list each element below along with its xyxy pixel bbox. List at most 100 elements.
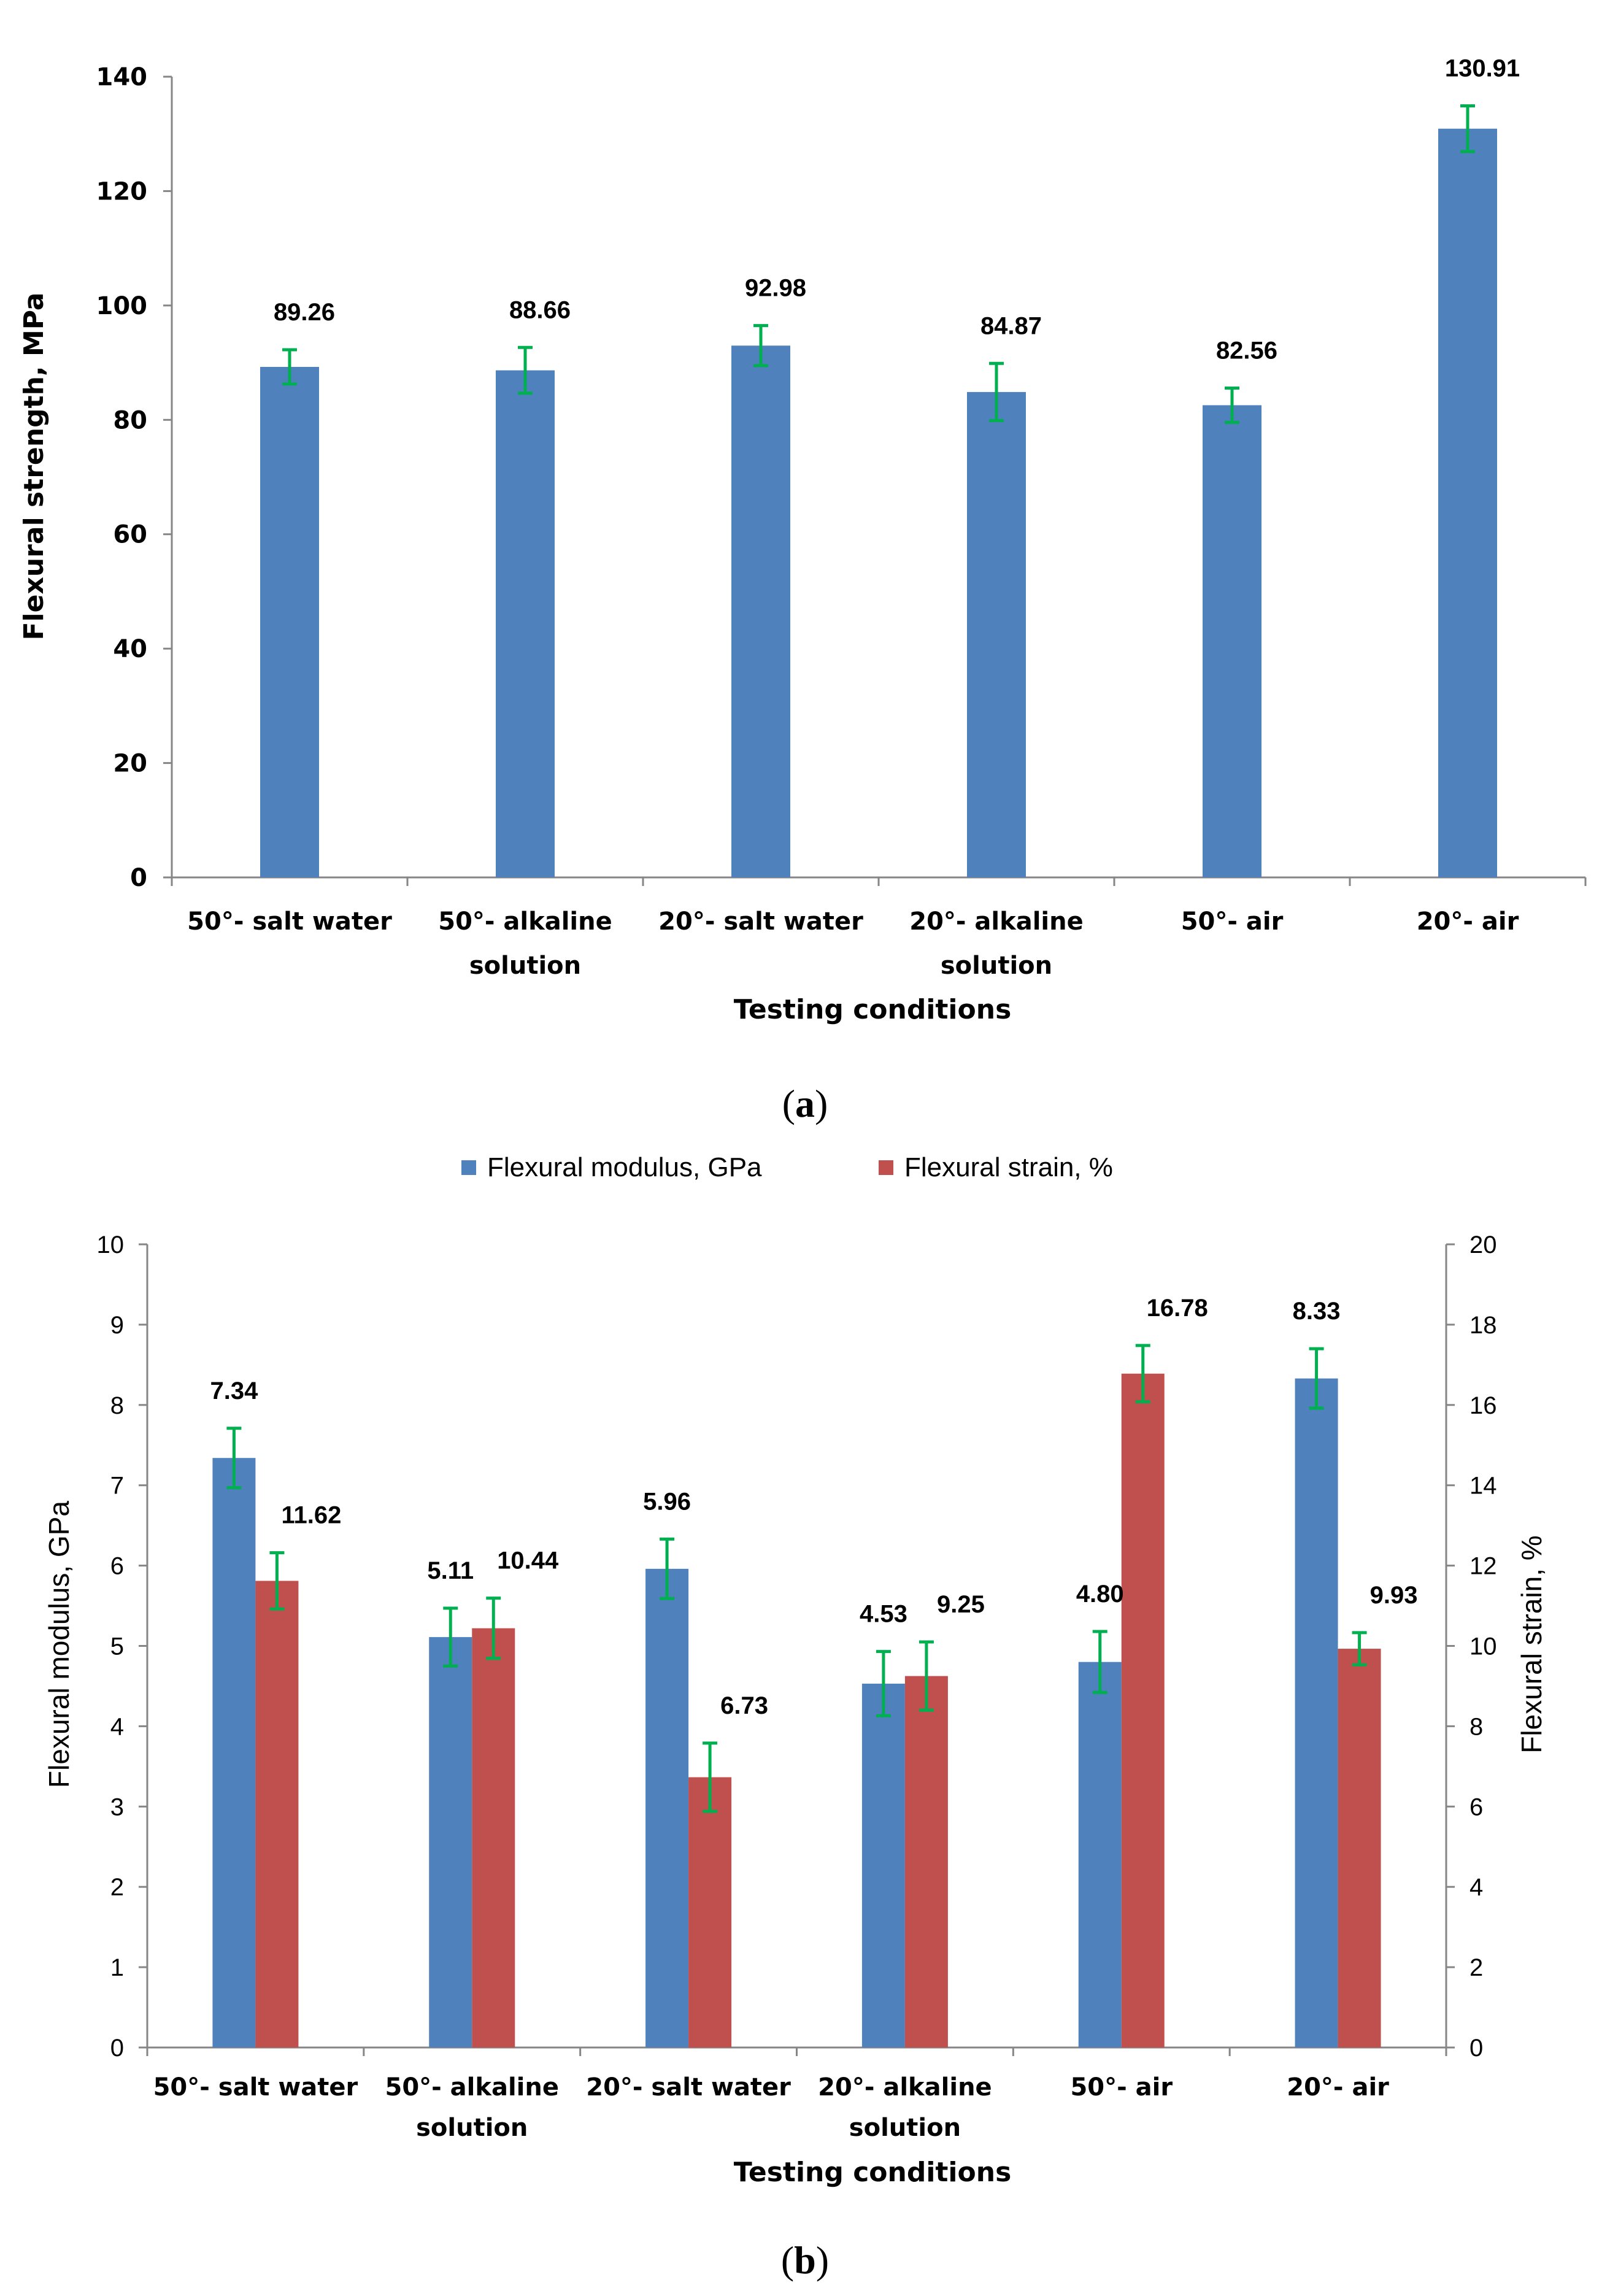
caption-a: (a) bbox=[782, 1082, 828, 1125]
chart-b-bars: 7.34 11.62 5.11 10.44 5.96 6.73 4.53 9.25 4.80 16… bbox=[210, 1295, 1418, 2048]
x-tick-label: solution bbox=[941, 952, 1052, 980]
right-y-tick-label: 8 bbox=[1469, 1713, 1483, 1740]
bar bbox=[1438, 128, 1497, 877]
y-tick-label: 0 bbox=[130, 864, 147, 892]
y-tick-label: 80 bbox=[113, 406, 147, 434]
data-label: 92.98 bbox=[745, 275, 806, 302]
data-label-modulus: 7.34 bbox=[210, 1377, 258, 1404]
y-tick-label: 60 bbox=[113, 521, 147, 549]
right-y-tick-label: 12 bbox=[1469, 1553, 1497, 1580]
left-y-tick-label: 6 bbox=[110, 1553, 124, 1580]
x-tick-label: 50°- salt water bbox=[153, 2073, 358, 2101]
chart-a-axes: 0 20 40 60 80 100 120 140 50°- salt water 50°- al… bbox=[96, 63, 1587, 980]
right-y-tick-label: 14 bbox=[1469, 1473, 1497, 1500]
x-tick-label: 50°- air bbox=[1181, 907, 1284, 936]
right-y-tick-label: 20 bbox=[1469, 1231, 1497, 1258]
chart-b-legend: Flexural modulus, GPa Flexural strain, % bbox=[461, 1152, 1113, 1182]
bar-modulus bbox=[429, 1637, 472, 2048]
bar-modulus bbox=[861, 1684, 905, 2048]
bar-strain bbox=[472, 1628, 515, 2048]
y-tick-label: 40 bbox=[113, 635, 147, 663]
left-y-tick-label: 7 bbox=[110, 1473, 124, 1500]
data-label-strain: 6.73 bbox=[720, 1692, 768, 1719]
y-tick-label: 120 bbox=[96, 177, 148, 206]
bar-strain bbox=[255, 1581, 299, 2048]
data-label-strain: 16.78 bbox=[1147, 1295, 1208, 1322]
data-label-strain: 9.93 bbox=[1370, 1582, 1418, 1609]
left-y-tick-label: 5 bbox=[110, 1633, 124, 1660]
chart-b: Flexural modulus, GPa Flexural strain, %… bbox=[43, 1152, 1547, 2188]
bar bbox=[1203, 405, 1261, 877]
left-y-tick-label: 10 bbox=[97, 1231, 125, 1258]
bar-modulus bbox=[212, 1458, 256, 2048]
right-y-tick-label: 10 bbox=[1469, 1633, 1497, 1660]
right-y-tick-label: 0 bbox=[1469, 2035, 1483, 2062]
chart-a: 0 20 40 60 80 100 120 140 50°- salt water 50°- al… bbox=[18, 55, 1587, 1025]
x-tick-label: 20°- air bbox=[1287, 2073, 1389, 2101]
data-label-strain: 11.62 bbox=[281, 1502, 341, 1529]
legend-swatch-modulus bbox=[461, 1160, 476, 1175]
x-tick-label: solution bbox=[849, 2114, 961, 2142]
right-y-tick-label: 4 bbox=[1469, 1874, 1483, 1901]
data-label: 89.26 bbox=[274, 299, 335, 326]
data-label-modulus: 5.11 bbox=[427, 1557, 474, 1584]
data-label-modulus: 5.96 bbox=[643, 1488, 691, 1515]
bar bbox=[731, 345, 790, 877]
left-y-tick-label: 8 bbox=[110, 1392, 124, 1419]
y-tick-label: 140 bbox=[96, 63, 148, 91]
bar-modulus bbox=[1078, 1662, 1122, 2048]
data-label-modulus: 4.80 bbox=[1076, 1581, 1124, 1608]
x-tick-label: solution bbox=[469, 952, 581, 980]
x-tick-label: 20°- salt water bbox=[586, 2073, 791, 2101]
bar bbox=[496, 370, 555, 877]
chart-b-right-y-axis-title: Flexural strain, % bbox=[1516, 1535, 1547, 1753]
left-y-tick-label: 9 bbox=[110, 1312, 124, 1339]
right-y-tick-label: 16 bbox=[1469, 1392, 1497, 1419]
right-y-tick-label: 6 bbox=[1469, 1793, 1483, 1820]
legend-swatch-strain bbox=[879, 1160, 893, 1175]
data-label: 84.87 bbox=[980, 312, 1042, 339]
chart-b-x-axis-title: Testing conditions bbox=[734, 2157, 1012, 2188]
y-tick-label: 20 bbox=[113, 750, 147, 778]
data-label-strain: 9.25 bbox=[937, 1591, 985, 1618]
x-tick-label: 20°- air bbox=[1417, 907, 1519, 936]
chart-a-x-axis-title: Testing conditions bbox=[734, 994, 1012, 1025]
data-label: 88.66 bbox=[509, 296, 571, 323]
x-tick-label: solution bbox=[416, 2114, 528, 2142]
data-label: 82.56 bbox=[1216, 337, 1277, 364]
legend-label-strain: Flexural strain, % bbox=[904, 1152, 1113, 1182]
left-y-tick-label: 1 bbox=[110, 1954, 124, 1981]
right-y-tick-label: 2 bbox=[1469, 1954, 1483, 1981]
bar bbox=[967, 391, 1026, 877]
bar-strain bbox=[688, 1777, 732, 2048]
bar-strain bbox=[1338, 1649, 1381, 2048]
x-tick-label: 50°- alkaline bbox=[438, 907, 612, 936]
left-y-tick-label: 3 bbox=[110, 1793, 124, 1820]
chart-b-left-y-axis-title: Flexural modulus, GPa bbox=[43, 1501, 75, 1788]
x-tick-label: 20°- alkaline bbox=[909, 907, 1084, 936]
bar-modulus bbox=[1295, 1378, 1338, 2048]
data-label: 130.91 bbox=[1445, 55, 1520, 82]
x-tick-label: 50°- air bbox=[1070, 2073, 1173, 2101]
bar-strain bbox=[1121, 1373, 1165, 2048]
chart-a-bars: 89.26 88.66 92.98 84.87 82.56 130.91 bbox=[260, 55, 1520, 877]
left-y-tick-label: 2 bbox=[110, 1874, 124, 1901]
x-tick-label: 50°- alkaline bbox=[385, 2073, 559, 2101]
x-tick-label: 50°- salt water bbox=[187, 907, 392, 936]
bar-strain bbox=[904, 1676, 948, 2048]
bar-modulus bbox=[645, 1568, 689, 2048]
right-y-tick-label: 18 bbox=[1469, 1312, 1497, 1339]
left-y-tick-label: 0 bbox=[110, 2035, 124, 2062]
y-tick-label: 100 bbox=[96, 292, 148, 320]
data-label-modulus: 8.33 bbox=[1293, 1298, 1341, 1325]
data-label-strain: 10.44 bbox=[497, 1547, 559, 1574]
chart-a-y-axis-title: Flexural strength, MPa bbox=[18, 293, 50, 641]
data-label-modulus: 4.53 bbox=[860, 1601, 907, 1628]
left-y-tick-label: 4 bbox=[110, 1713, 124, 1740]
x-tick-label: 20°- salt water bbox=[658, 907, 863, 936]
legend-label-modulus: Flexural modulus, GPa bbox=[487, 1152, 762, 1182]
x-tick-label: 20°- alkaline bbox=[818, 2073, 992, 2101]
bar bbox=[260, 366, 319, 877]
